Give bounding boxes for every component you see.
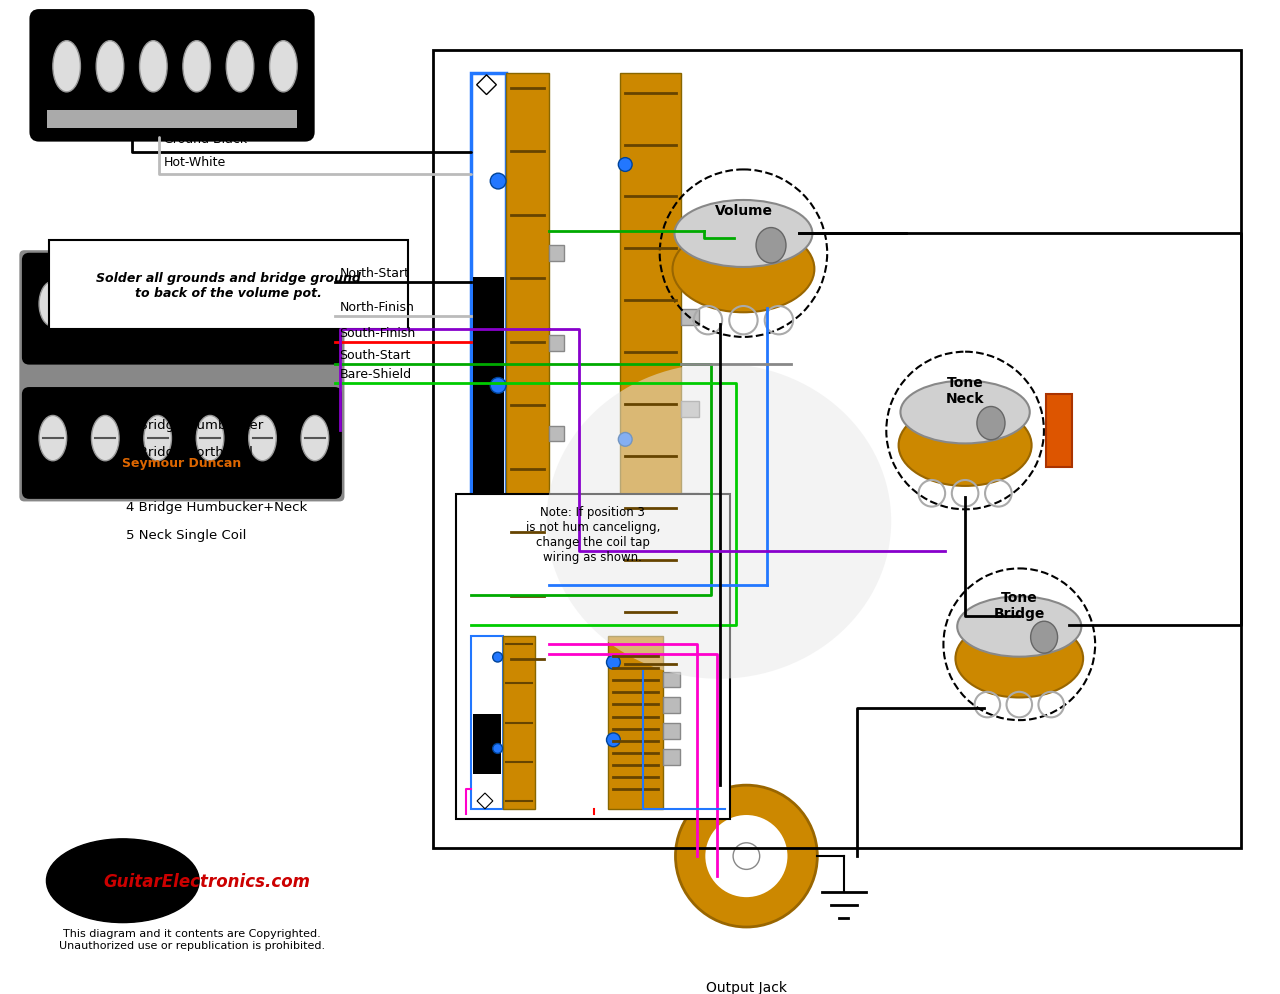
Ellipse shape (301, 282, 329, 327)
Text: Bare-Shield: Bare-Shield (339, 368, 412, 381)
Ellipse shape (547, 364, 891, 679)
Ellipse shape (977, 408, 1005, 440)
Bar (433, 51, 1240, 848)
Bar (472, 715, 500, 774)
Bar (506, 74, 549, 674)
Text: South-Finish: South-Finish (339, 327, 416, 340)
Text: 2 Bridge North Coil: 2 Bridge North Coil (125, 446, 252, 459)
Ellipse shape (672, 227, 814, 313)
Ellipse shape (1030, 621, 1057, 653)
Bar (456, 494, 730, 819)
Ellipse shape (40, 416, 67, 461)
Ellipse shape (143, 416, 172, 461)
Bar (1046, 395, 1073, 468)
Circle shape (490, 378, 506, 394)
Bar (471, 637, 503, 809)
Text: 1 Bridge Humbucker: 1 Bridge Humbucker (125, 418, 262, 431)
Ellipse shape (96, 42, 124, 92)
Ellipse shape (955, 620, 1083, 698)
Bar (663, 672, 681, 688)
Text: GuitarElectronics.com: GuitarElectronics.com (102, 872, 310, 890)
Bar (549, 247, 564, 261)
Ellipse shape (957, 596, 1082, 657)
Text: Seymour Duncan: Seymour Duncan (123, 456, 242, 469)
Text: Output Jack: Output Jack (705, 980, 787, 994)
Text: Ground-Black: Ground-Black (164, 132, 248, 146)
FancyBboxPatch shape (23, 389, 340, 498)
Text: This diagram and it contents are Copyrighted.
Unauthorized use or republication : This diagram and it contents are Copyrig… (59, 928, 325, 949)
Ellipse shape (46, 839, 200, 922)
Bar (663, 749, 681, 765)
Bar (503, 637, 535, 809)
Bar (621, 74, 681, 684)
Text: 4 Bridge Humbucker+Neck: 4 Bridge Humbucker+Neck (125, 501, 307, 514)
FancyBboxPatch shape (23, 254, 340, 364)
Text: North-Finish: North-Finish (339, 301, 415, 314)
Circle shape (618, 433, 632, 447)
Text: 3 Bridge North Coil+Neck: 3 Bridge North Coil+Neck (125, 473, 297, 486)
Text: Tone
Neck: Tone Neck (946, 376, 984, 406)
Bar (472, 278, 504, 506)
Circle shape (493, 744, 503, 753)
Text: 5 Neck Single Coil: 5 Neck Single Coil (125, 529, 246, 542)
Text: North-Start: North-Start (339, 266, 410, 279)
Bar (471, 74, 506, 674)
Bar (663, 724, 681, 740)
Ellipse shape (248, 282, 276, 327)
Ellipse shape (675, 201, 813, 267)
Ellipse shape (270, 42, 297, 92)
Bar (663, 698, 681, 714)
Text: Solder all grounds and bridge ground
to back of the volume pot.: Solder all grounds and bridge ground to … (96, 271, 361, 299)
Ellipse shape (899, 406, 1032, 486)
Bar (681, 310, 699, 326)
Circle shape (607, 656, 621, 670)
Polygon shape (477, 793, 493, 809)
Bar (49, 242, 408, 330)
Circle shape (493, 652, 503, 662)
Text: Hot-White: Hot-White (164, 156, 227, 169)
Ellipse shape (227, 42, 253, 92)
Ellipse shape (196, 282, 224, 327)
Circle shape (676, 785, 818, 927)
Ellipse shape (900, 382, 1029, 444)
Text: Note: If position 3
is not hum canceligng,
change the coil tap
wiring as shown.: Note: If position 3 is not hum cancelign… (526, 506, 660, 564)
Circle shape (607, 734, 621, 746)
Circle shape (490, 174, 506, 190)
Ellipse shape (52, 42, 81, 92)
Text: Volume: Volume (714, 204, 772, 218)
Bar (681, 402, 699, 417)
Ellipse shape (91, 282, 119, 327)
Bar (681, 219, 699, 235)
Text: South-Start: South-Start (339, 348, 411, 361)
Ellipse shape (756, 229, 786, 263)
Circle shape (618, 158, 632, 172)
Ellipse shape (40, 282, 67, 327)
Bar (681, 493, 699, 509)
Ellipse shape (196, 416, 224, 461)
Ellipse shape (301, 416, 329, 461)
Text: Tone
Bridge: Tone Bridge (993, 590, 1044, 620)
Ellipse shape (91, 416, 119, 461)
Ellipse shape (183, 42, 210, 92)
Circle shape (490, 559, 506, 574)
Bar (549, 426, 564, 442)
FancyBboxPatch shape (31, 12, 312, 141)
Ellipse shape (248, 416, 276, 461)
Bar (549, 336, 564, 352)
FancyBboxPatch shape (19, 250, 344, 502)
Ellipse shape (64, 854, 182, 917)
Polygon shape (476, 652, 497, 672)
Ellipse shape (140, 42, 168, 92)
Bar (608, 637, 663, 809)
Circle shape (704, 814, 788, 899)
Polygon shape (476, 76, 497, 95)
Bar (47, 111, 297, 129)
Ellipse shape (143, 282, 172, 327)
